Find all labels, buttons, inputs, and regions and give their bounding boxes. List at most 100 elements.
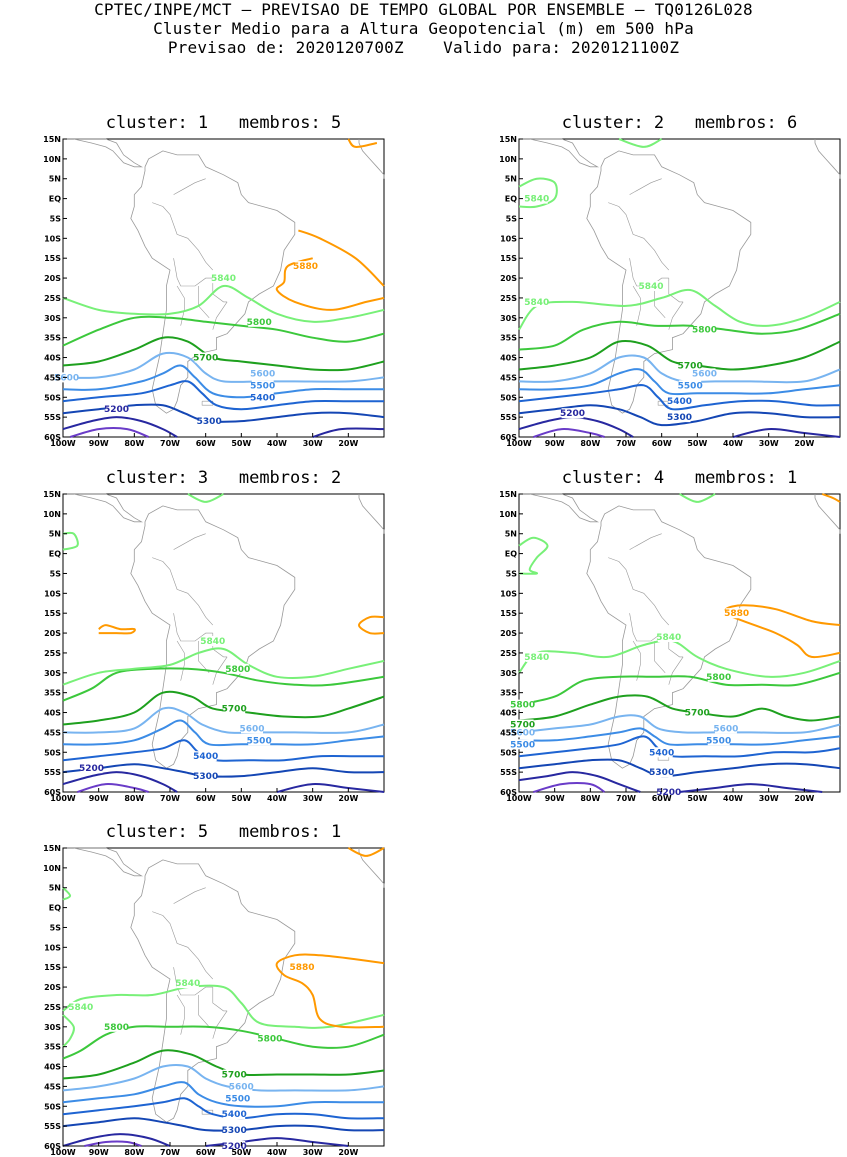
contour-label-bg: [251, 392, 274, 403]
lat-tick-label: 25S: [500, 649, 517, 658]
lat-tick-label: 50S: [44, 1102, 61, 1111]
lat-tick-label: 50S: [500, 393, 517, 402]
contour-label-5840: 5840: [656, 632, 681, 643]
contour-5840: [62, 887, 72, 901]
country-border: [173, 967, 213, 996]
contour-label-bg: [650, 747, 673, 758]
contour-label-text: 5400: [193, 752, 218, 762]
contour-label-bg: [725, 608, 748, 619]
lat-tick-label: 35S: [44, 334, 61, 343]
contour-label-text: 5700: [193, 354, 218, 364]
contour-label-text: 5800: [706, 673, 731, 683]
lon-tick-label: 60W: [652, 794, 672, 803]
lon-tick-label: 30W: [759, 439, 779, 448]
contour-label-bg: [194, 771, 217, 782]
lat-tick-label: EQ: [49, 195, 61, 204]
lat-tick-label: 20S: [500, 629, 517, 638]
contour-label-text: 5840: [200, 637, 225, 647]
lat-tick-label: 40S: [44, 354, 61, 363]
contour-label-text: 5300: [222, 1126, 247, 1136]
contour-label-text: 5840: [524, 298, 549, 308]
lat-tick-label: 25S: [44, 294, 61, 303]
contour-label-bg: [693, 324, 716, 335]
contour-label-bg: [241, 723, 263, 734]
lat-tick-label: 10S: [500, 589, 517, 598]
lon-tick-label: 20W: [338, 439, 358, 448]
lon-tick-label: 40W: [267, 439, 287, 448]
lon-tick-label: 90W: [545, 439, 565, 448]
country-border: [212, 656, 228, 685]
contour-label-5880: 5880: [293, 261, 318, 272]
lon-tick-label: 100W: [50, 1148, 76, 1157]
contour-label-bg: [258, 1033, 281, 1044]
contour-label-bg: [230, 1081, 253, 1092]
contour-5600: [62, 706, 385, 734]
contour-label-text: 5880: [289, 963, 314, 973]
contour-label-bg: [511, 699, 534, 710]
contour-label-5500: 5500: [510, 739, 535, 750]
contour-label-text: 5800: [510, 701, 535, 711]
contour-5880: [275, 257, 385, 311]
contour-label-text: 5840: [211, 274, 236, 284]
contour-label-text: 5600: [510, 728, 535, 738]
contour-label-bg: [679, 360, 702, 371]
contour-label-text: 5200: [104, 405, 129, 415]
lon-tick-label: 30W: [303, 439, 323, 448]
map-frame: [62, 138, 385, 438]
contour-label-bg: [226, 1093, 249, 1104]
header-line-2: Cluster Medio para a Altura Geopotencial…: [153, 19, 694, 38]
coastline-africa: [814, 139, 841, 179]
lat-tick-label: 5N: [505, 175, 517, 184]
lat-tick-label: 30S: [44, 669, 61, 678]
lat-tick-label: 20S: [44, 629, 61, 638]
lon-tick-label: 20W: [338, 1148, 358, 1157]
map-panel-4: 5880584058405800570056005500540053005200…: [499, 490, 841, 803]
contour-label-text: 5500: [250, 381, 275, 391]
lat-tick-label: 40S: [44, 709, 61, 718]
lat-tick-label: 5S: [506, 570, 518, 579]
contour-label-5840: 5840: [524, 651, 549, 663]
contour-label-text: 5800: [104, 1023, 129, 1033]
contour-label-bg: [707, 671, 730, 682]
contour-label-5200: 5200: [222, 1141, 247, 1152]
lat-tick-label: 5N: [49, 175, 61, 184]
contour-5200: [732, 428, 841, 438]
lat-tick-label: EQ: [49, 550, 61, 559]
lat-tick-label: 15S: [44, 254, 61, 263]
lat-tick-label: 45S: [44, 1082, 61, 1091]
contour-5880: [347, 847, 385, 857]
contour-label-5300: 5300: [222, 1125, 247, 1136]
lon-tick-label: 50W: [687, 794, 707, 803]
coastline-south-america: [130, 150, 296, 414]
contour-5800: [62, 667, 385, 702]
lat-tick-label: 30S: [500, 669, 517, 678]
contour-label-text: 5300: [193, 772, 218, 782]
contour-5840: [679, 493, 716, 503]
lat-tick-label: 15N: [43, 844, 61, 853]
contour-label-bg: [223, 1141, 246, 1151]
contour-5200: [312, 427, 385, 438]
contour-5200: [518, 416, 634, 438]
contour-5200: [62, 1133, 171, 1147]
contour-label-text: 5700: [510, 721, 535, 731]
contour-label-bg: [251, 368, 274, 379]
contour-label-text: 5300: [197, 417, 222, 427]
lat-tick-label: 60S: [500, 433, 517, 442]
contour-5880: [357, 615, 385, 635]
contour-label-5400: 5400: [193, 751, 218, 762]
contour-label-bg: [525, 296, 548, 307]
contour-label-5880: 5880: [724, 608, 749, 619]
contour-label-bg: [707, 735, 730, 746]
contour-label-bg: [657, 787, 680, 797]
country-border: [608, 202, 670, 271]
coastline-central-america: [519, 138, 600, 168]
contour-5880: [98, 624, 136, 635]
country-border: [152, 557, 214, 626]
contour-label-5500: 5500: [250, 380, 275, 391]
contour-5300: [62, 1117, 385, 1132]
contour-5200: [679, 783, 823, 793]
contour-label-text: 5700: [222, 1071, 247, 1081]
contour-label-5840: 5840: [211, 273, 236, 284]
lat-tick-label: 5N: [49, 884, 61, 893]
lat-tick-label: 40S: [500, 709, 517, 718]
